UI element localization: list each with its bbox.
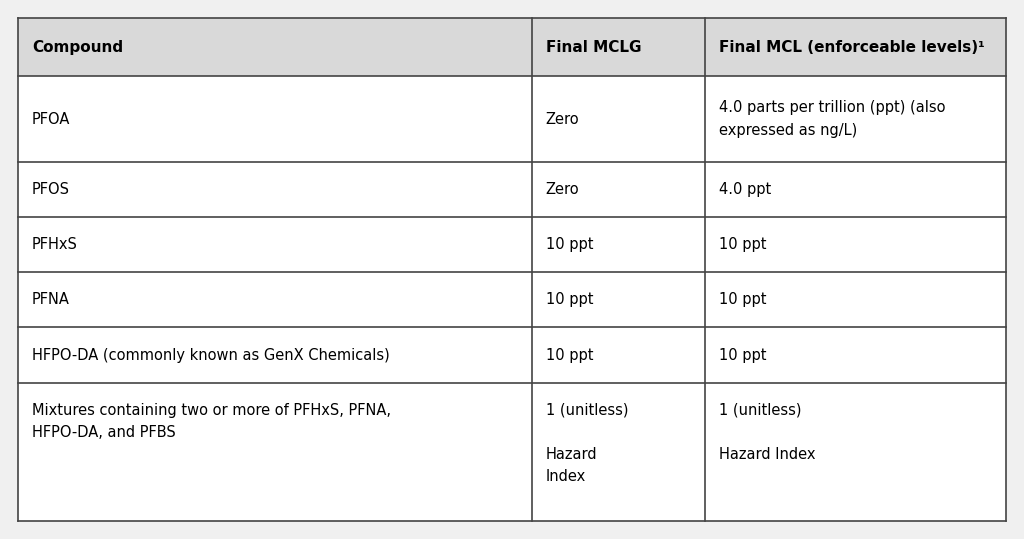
- Text: 1 (unitless)

Hazard Index: 1 (unitless) Hazard Index: [719, 403, 815, 462]
- Bar: [705, 77, 1006, 162]
- Bar: [705, 383, 1006, 521]
- Text: Compound: Compound: [32, 40, 123, 55]
- Bar: [18, 162, 531, 217]
- Bar: [531, 383, 705, 521]
- Bar: [18, 272, 531, 328]
- Bar: [531, 77, 705, 162]
- Text: 4.0 ppt: 4.0 ppt: [719, 182, 771, 197]
- Bar: [705, 18, 1006, 77]
- Bar: [531, 217, 705, 272]
- Text: 4.0 parts per trillion (ppt) (also
expressed as ng/L): 4.0 parts per trillion (ppt) (also expre…: [719, 100, 945, 137]
- Bar: [705, 162, 1006, 217]
- Text: Final MCLG: Final MCLG: [546, 40, 641, 55]
- Bar: [531, 328, 705, 383]
- Bar: [18, 383, 531, 521]
- Text: PFOS: PFOS: [32, 182, 70, 197]
- Bar: [18, 18, 531, 77]
- Bar: [531, 272, 705, 328]
- Bar: [531, 18, 705, 77]
- Text: PFHxS: PFHxS: [32, 237, 78, 252]
- Bar: [18, 328, 531, 383]
- Text: 1 (unitless)

Hazard
Index: 1 (unitless) Hazard Index: [546, 403, 629, 485]
- Bar: [531, 162, 705, 217]
- Text: Zero: Zero: [546, 182, 580, 197]
- Bar: [18, 217, 531, 272]
- Text: PFNA: PFNA: [32, 292, 70, 307]
- Text: Mixtures containing two or more of PFHxS, PFNA,
HFPO-DA, and PFBS: Mixtures containing two or more of PFHxS…: [32, 403, 391, 440]
- Text: 10 ppt: 10 ppt: [546, 348, 593, 363]
- Text: HFPO-DA (commonly known as GenX Chemicals): HFPO-DA (commonly known as GenX Chemical…: [32, 348, 390, 363]
- Bar: [705, 328, 1006, 383]
- Text: PFOA: PFOA: [32, 112, 71, 127]
- Text: 10 ppt: 10 ppt: [719, 237, 766, 252]
- Bar: [18, 77, 531, 162]
- Text: 10 ppt: 10 ppt: [719, 348, 766, 363]
- Text: Final MCL (enforceable levels)¹: Final MCL (enforceable levels)¹: [719, 40, 984, 55]
- Text: 10 ppt: 10 ppt: [546, 237, 593, 252]
- Text: Zero: Zero: [546, 112, 580, 127]
- Bar: [705, 217, 1006, 272]
- Text: 10 ppt: 10 ppt: [719, 292, 766, 307]
- Text: 10 ppt: 10 ppt: [546, 292, 593, 307]
- Bar: [705, 272, 1006, 328]
